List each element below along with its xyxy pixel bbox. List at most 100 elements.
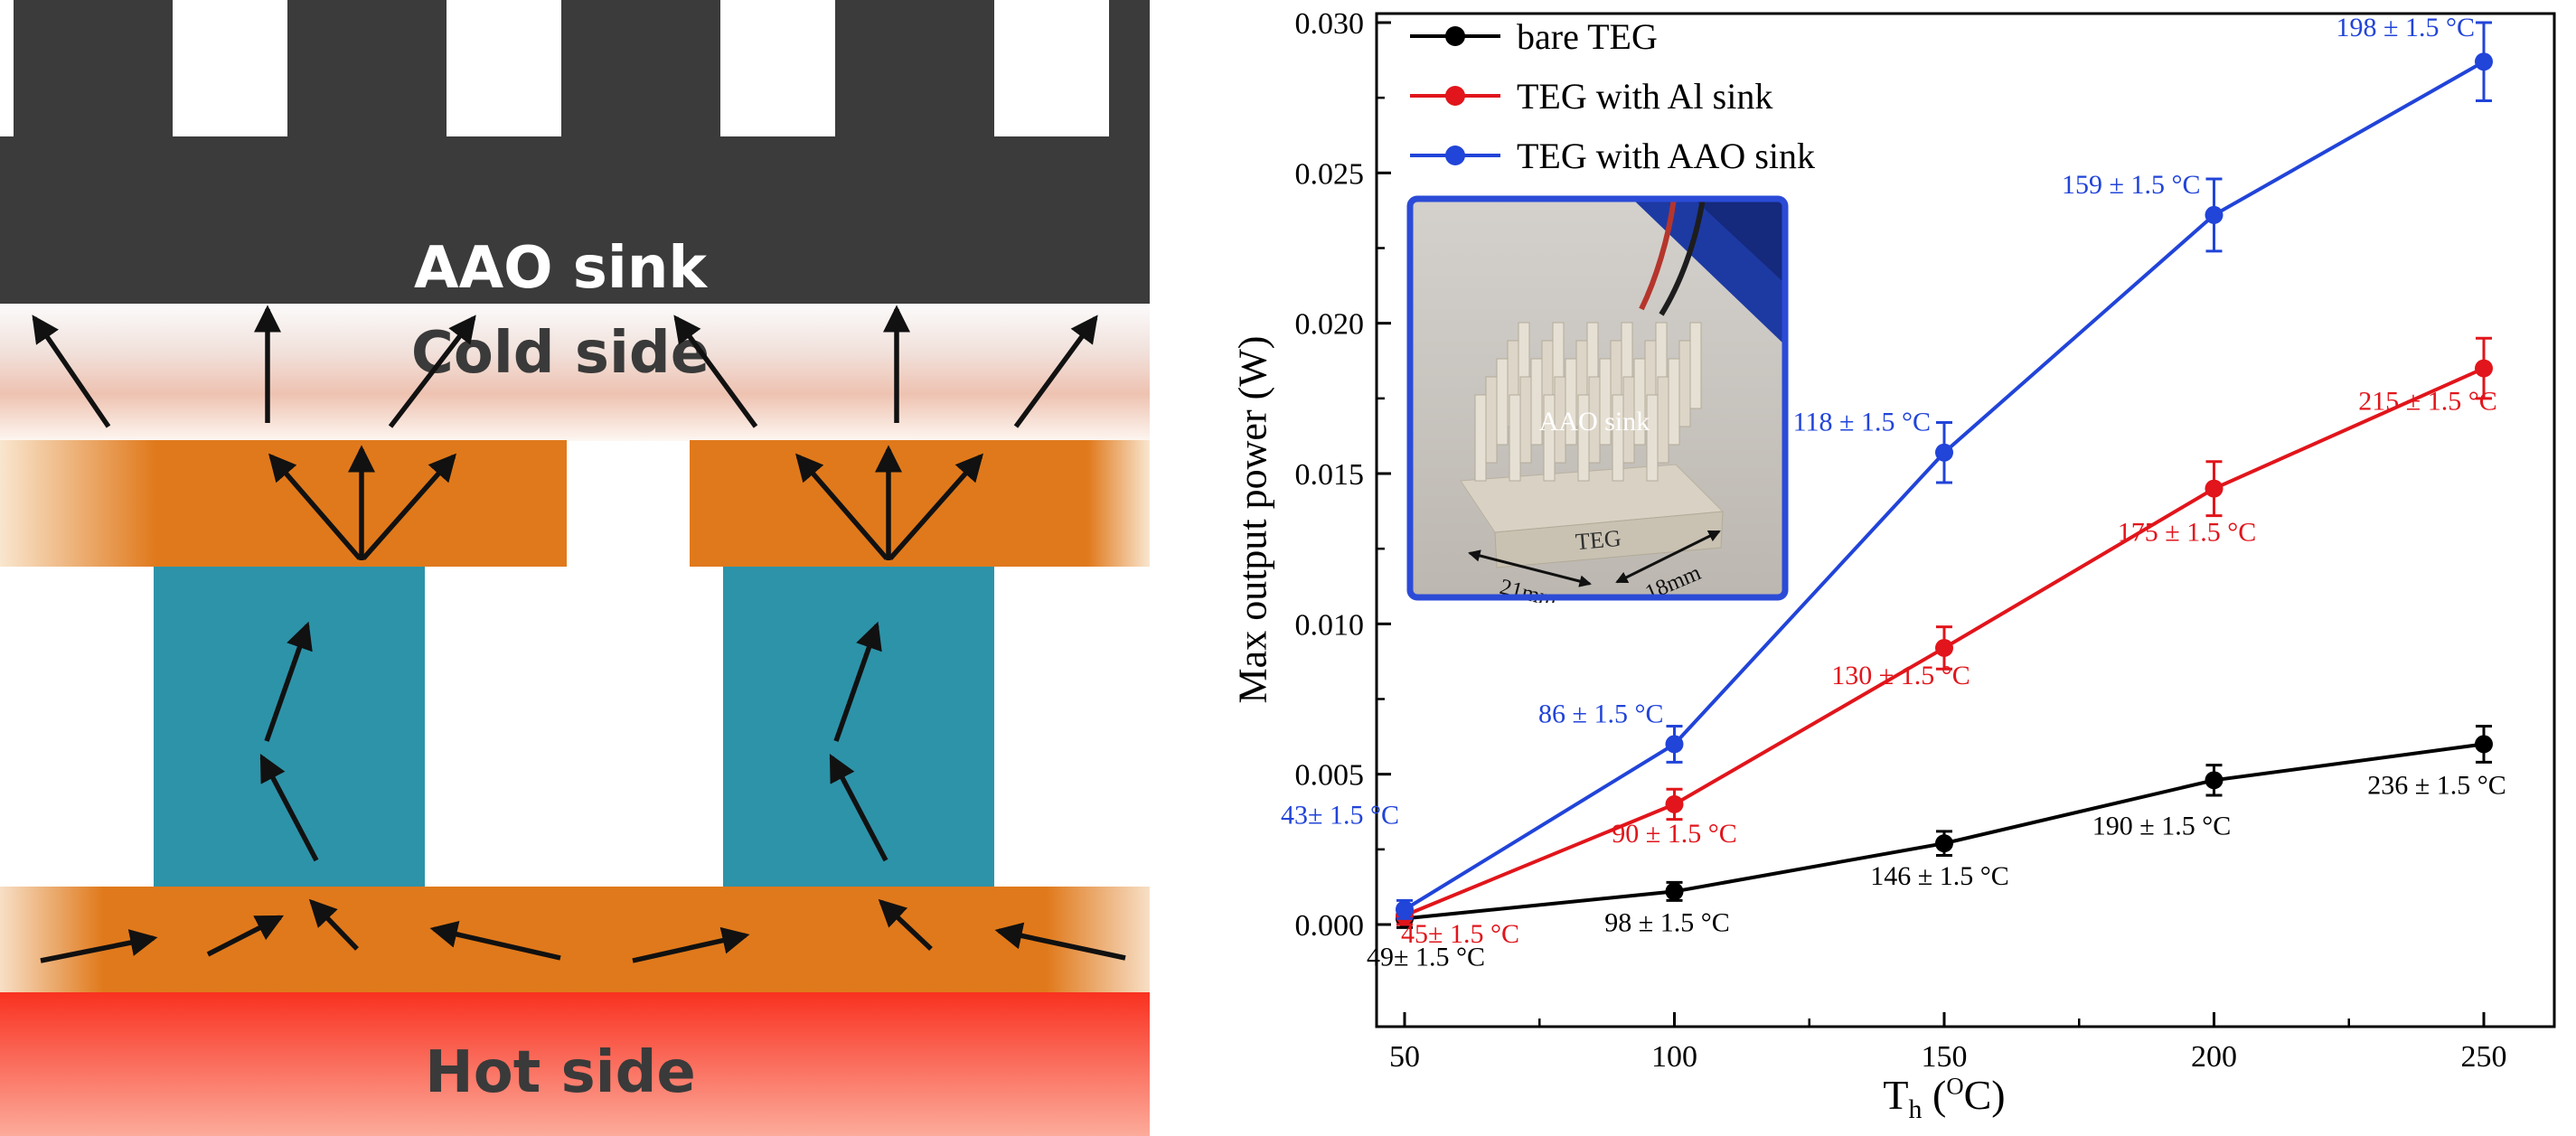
legend: bare TEG TEG with Al sink TEG with AAO s… — [1410, 13, 1815, 179]
heat-flow-arrow — [829, 753, 888, 862]
heatsink-pin — [1519, 376, 1532, 464]
heat-flow-arrow — [673, 315, 758, 428]
y-tick-label: 0.020 — [1295, 308, 1365, 342]
aao-sink-label: AAO sink — [414, 235, 708, 302]
teg-leg-left — [154, 567, 425, 887]
x-tick-label: 100 — [1651, 1040, 1697, 1074]
point-label: 146 ± 1.5 °C — [1870, 861, 2008, 891]
legend-label: TEG with AAO sink — [1517, 135, 1815, 176]
plot-frame — [1375, 12, 2556, 1028]
point-label: 118 ± 1.5 °C — [1793, 408, 1931, 437]
heat-flow-arrow — [1013, 315, 1098, 428]
legend-entry-al-sink: TEG with Al sink — [1410, 72, 1815, 119]
heat-flow-arrow — [308, 898, 359, 951]
inset-border — [1406, 195, 1789, 601]
heat-flow-arrow — [264, 621, 313, 742]
heatsink-pin — [1543, 394, 1556, 482]
data-point — [2475, 359, 2493, 378]
data-point — [2475, 52, 2493, 71]
x-tick-label: 250 — [2461, 1040, 2507, 1074]
data-point — [1665, 794, 1684, 813]
heat-flow-arrow — [632, 926, 750, 963]
chart-canvas: 50 100 150 200 250 0.000 0.005 0.010 0.015 0.020 0… — [1281, 7, 2556, 1074]
y-tick-label: 0.015 — [1295, 458, 1365, 492]
data-point — [1665, 735, 1684, 754]
dimension-arrow-right — [1615, 530, 1721, 584]
data-point — [2205, 205, 2223, 224]
x-axis-label-open: ( — [1922, 1072, 1947, 1118]
sink-fin — [835, 0, 994, 138]
x-tick-label: 50 — [1389, 1040, 1420, 1074]
y-tick-label: 0.005 — [1295, 759, 1365, 793]
data-point — [1935, 443, 1953, 462]
sink-fin — [14, 0, 173, 138]
heat-flow-arrow — [361, 453, 457, 560]
ceramic-plate-bottom — [0, 887, 1150, 992]
inset-photo: AAO sink TEG 21mm 18mm — [1406, 195, 1789, 603]
point-label: 236 ± 1.5 °C — [2367, 770, 2505, 800]
y-tick-label: 0.010 — [1295, 608, 1365, 642]
y-axis-label: Max output power (W) — [1230, 335, 1275, 704]
heatsink-pin — [1689, 322, 1702, 409]
data-point — [2205, 479, 2223, 498]
heat-flow-arrow — [795, 453, 889, 560]
heat-flow-arrow — [429, 920, 561, 961]
hot-side-band — [0, 992, 1150, 1136]
output-power-chart: 50 100 150 200 250 0.000 0.005 0.010 0.015 0.020 0… — [1202, 0, 2576, 1136]
y-tick-label: 0.000 — [1295, 909, 1365, 943]
inset-sink-label: AAO sink — [1539, 407, 1650, 437]
data-point — [1935, 638, 1953, 657]
legend-entry-bare-teg: bare TEG — [1410, 13, 1815, 60]
y-tick-label: 0.030 — [1295, 7, 1365, 41]
y-tick-label: 0.025 — [1295, 157, 1365, 191]
legend-label: TEG with Al sink — [1517, 75, 1773, 117]
data-point — [1665, 882, 1684, 901]
heat-flow-arrow — [388, 315, 476, 428]
heatsink-pin — [1509, 394, 1521, 482]
heatsink-pin — [1678, 340, 1691, 427]
ceramic-edge-right — [1087, 440, 1150, 567]
red-wire — [1639, 198, 1677, 311]
heatsink-pin — [1646, 394, 1659, 482]
heatsink-pin — [1577, 394, 1590, 482]
heat-flow-arrow — [888, 453, 984, 560]
teg-leg-right — [723, 567, 994, 887]
heat-flow-arrow — [32, 315, 111, 428]
heatsink-pins — [1474, 322, 1702, 482]
data-point — [2205, 771, 2223, 790]
hot-side-label: Hot side — [425, 1039, 696, 1106]
x-axis-label-sub: h — [1908, 1094, 1923, 1125]
x-axis-label-close: C) — [1963, 1072, 2006, 1118]
cold-side-band — [0, 304, 1150, 394]
legend-entry-aao-sink: TEG with AAO sink — [1410, 132, 1815, 179]
x-tick-label: 200 — [2191, 1040, 2237, 1074]
heat-flow-arrow — [206, 915, 285, 957]
teg-schematic: AAO sink Cold side Hot side — [0, 0, 1150, 1136]
black-wire — [1659, 198, 1706, 316]
sink-fin — [287, 0, 447, 138]
data-point — [1396, 900, 1414, 919]
heat-flow-arrow — [40, 929, 158, 963]
data-point — [2475, 735, 2493, 754]
legend-marker — [1410, 146, 1500, 165]
point-label: 43± 1.5 °C — [1281, 800, 1399, 830]
x-tick-label: 150 — [1922, 1040, 1968, 1074]
heat-flow-arrows — [32, 305, 1126, 963]
heatsink-pin — [1496, 358, 1509, 446]
x-axis-label: Th (OC) — [1883, 1071, 2005, 1125]
point-label: 98 ± 1.5 °C — [1604, 907, 1729, 937]
legend-marker — [1410, 26, 1500, 46]
heatsink-pin — [1668, 358, 1680, 446]
x-axis-label-sup: O — [1946, 1072, 1964, 1100]
sink-base — [0, 136, 1150, 305]
heatsink-pin — [1612, 394, 1624, 482]
heat-flow-arrow — [268, 453, 362, 560]
sink-fin — [561, 0, 720, 138]
heatsink-pin — [1657, 376, 1669, 464]
point-label: 90 ± 1.5 °C — [1612, 819, 1736, 849]
cold-side-label: Cold side — [411, 320, 710, 387]
ceramic-edge-left — [0, 440, 156, 567]
heatsink-fins — [0, 0, 1150, 305]
heat-flow-arrow — [878, 898, 933, 951]
